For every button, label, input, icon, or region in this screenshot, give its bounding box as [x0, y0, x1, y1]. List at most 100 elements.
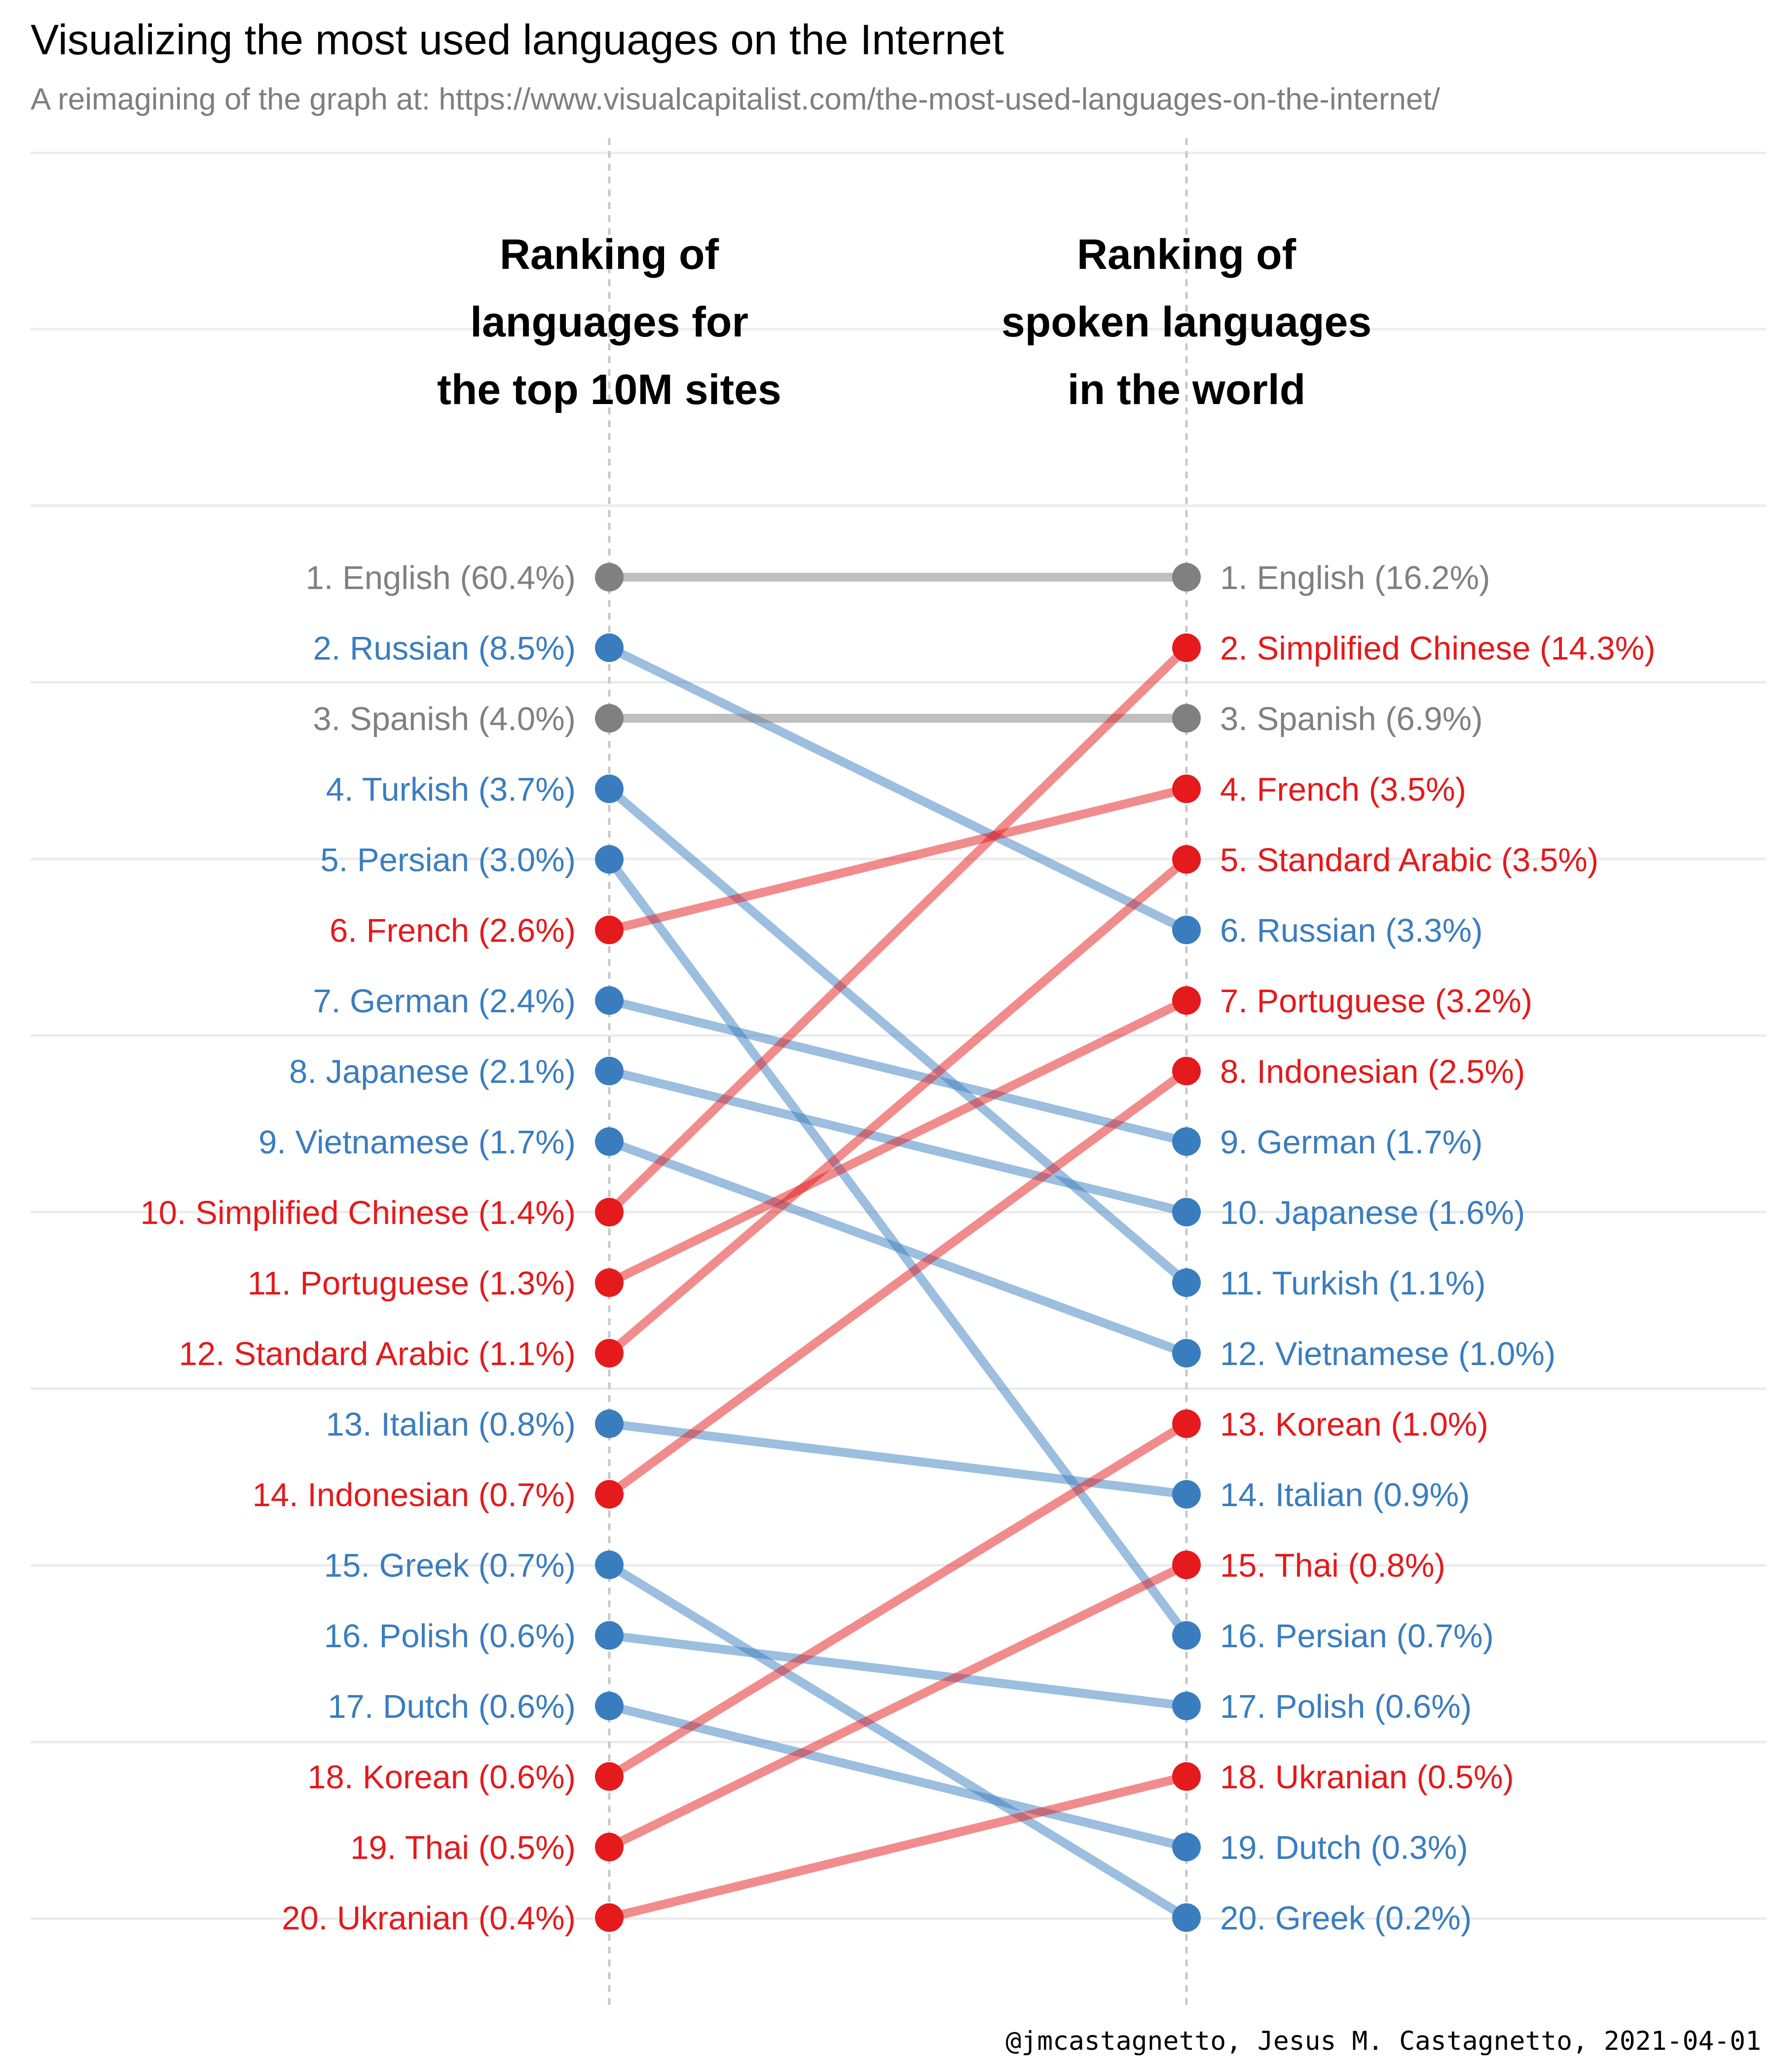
left-label-simplified-chinese: 10. Simplified Chinese (1.4%) — [140, 1194, 576, 1231]
right-point-ukranian — [1172, 1762, 1201, 1791]
right-point-polish — [1172, 1692, 1201, 1720]
right-point-english — [1172, 563, 1201, 592]
right-label-portuguese: 7. Portuguese (3.2%) — [1220, 983, 1532, 1020]
left-point-indonesian — [595, 1480, 624, 1509]
left-label-indonesian: 14. Indonesian (0.7%) — [252, 1477, 576, 1514]
right-point-italian — [1172, 1480, 1201, 1509]
left-label-english: 1. English (60.4%) — [306, 559, 576, 596]
left-point-german — [595, 986, 624, 1015]
right-point-thai — [1172, 1551, 1201, 1579]
right-label-russian: 6. Russian (3.3%) — [1220, 912, 1483, 949]
right-point-spanish — [1172, 704, 1201, 733]
right-point-russian — [1172, 916, 1201, 944]
slope-line-korean — [607, 1420, 1189, 1780]
right-label-turkish: 11. Turkish (1.1%) — [1220, 1265, 1486, 1302]
right-point-indonesian — [1172, 1057, 1201, 1085]
right-label-ukranian: 18. Ukranian (0.5%) — [1220, 1759, 1514, 1796]
right-label-korean: 13. Korean (1.0%) — [1220, 1406, 1488, 1443]
left-label-vietnamese: 9. Vietnamese (1.7%) — [259, 1124, 576, 1161]
left-point-french — [595, 916, 624, 944]
rank-labels: 1. English (60.4%) 2. Russian (8.5%) 3. Sp… — [140, 559, 1655, 1937]
right-label-english: 1. English (16.2%) — [1220, 559, 1490, 596]
slope-line-french — [608, 784, 1188, 934]
left-point-dutch — [595, 1692, 624, 1720]
left-label-portuguese: 11. Portuguese (1.3%) — [248, 1265, 576, 1302]
left-label-thai: 19. Thai (0.5%) — [350, 1829, 576, 1866]
rank-points — [595, 563, 1201, 1932]
left-label-russian: 2. Russian (8.5%) — [313, 630, 576, 667]
slope-line-dutch — [608, 1702, 1188, 1851]
slope-line-german — [608, 996, 1188, 1146]
left-point-ukranian — [595, 1903, 624, 1932]
left-point-italian — [595, 1409, 624, 1438]
slope-line-portuguese — [607, 996, 1188, 1287]
slope-line-ukranian — [608, 1772, 1188, 1922]
right-point-japanese — [1172, 1198, 1201, 1226]
right-label-german: 9. German (1.7%) — [1220, 1124, 1482, 1161]
left-label-italian: 13. Italian (0.8%) — [326, 1406, 576, 1443]
slope-line-polish — [608, 1631, 1187, 1710]
right-point-german — [1172, 1127, 1201, 1156]
left-point-english — [595, 563, 624, 592]
right-column-header-line-2: spoken languages — [1001, 298, 1371, 346]
slope-line-vietnamese — [607, 1137, 1188, 1358]
left-point-thai — [595, 1833, 624, 1861]
right-column-header-line-1: Ranking of — [1077, 231, 1296, 278]
left-point-turkish — [595, 775, 624, 803]
left-label-polish: 16. Polish (0.6%) — [324, 1618, 576, 1655]
right-label-vietnamese: 12. Vietnamese (1.0%) — [1220, 1335, 1555, 1372]
left-label-german: 7. German (2.4%) — [313, 983, 576, 1020]
right-label-thai: 15. Thai (0.8%) — [1220, 1547, 1445, 1584]
left-label-dutch: 17. Dutch (0.6%) — [328, 1688, 576, 1725]
right-label-standard-arabic: 5. Standard Arabic (3.5%) — [1220, 842, 1598, 879]
right-point-vietnamese — [1172, 1339, 1201, 1368]
right-point-standard-arabic — [1172, 845, 1201, 874]
left-label-japanese: 8. Japanese (2.1%) — [289, 1053, 576, 1090]
right-point-dutch — [1172, 1833, 1201, 1861]
chart-title: Visualizing the most used languages on t… — [31, 16, 1004, 64]
slope-line-greek — [607, 1561, 1189, 1922]
slope-line-indonesian — [606, 1067, 1189, 1498]
right-label-persian: 16. Persian (0.7%) — [1220, 1618, 1494, 1655]
left-point-standard-arabic — [595, 1339, 624, 1368]
right-point-greek — [1172, 1903, 1201, 1932]
left-label-spanish: 3. Spanish (4.0%) — [313, 701, 576, 738]
right-label-simplified-chinese: 2. Simplified Chinese (14.3%) — [1220, 630, 1656, 667]
left-point-greek — [595, 1551, 624, 1579]
left-point-korean — [595, 1762, 624, 1791]
left-point-simplified-chinese — [595, 1198, 624, 1226]
right-point-turkish — [1172, 1268, 1201, 1297]
right-label-indonesian: 8. Indonesian (2.5%) — [1220, 1053, 1525, 1090]
left-point-persian — [595, 845, 624, 874]
left-label-french: 6. French (2.6%) — [330, 912, 576, 949]
left-label-greek: 15. Greek (0.7%) — [324, 1547, 576, 1584]
left-label-persian: 5. Persian (3.0%) — [320, 842, 576, 879]
left-label-standard-arabic: 12. Standard Arabic (1.1%) — [179, 1335, 576, 1372]
left-column-header-line-2: languages for — [470, 298, 748, 346]
slope-line-simplified-chinese — [606, 644, 1190, 1216]
slope-line-turkish — [606, 785, 1189, 1286]
right-label-polish: 17. Polish (0.6%) — [1220, 1688, 1472, 1725]
left-point-vietnamese — [595, 1127, 624, 1156]
slope-line-thai — [607, 1560, 1188, 1851]
right-label-greek: 20. Greek (0.2%) — [1220, 1900, 1472, 1937]
left-point-spanish — [595, 704, 624, 733]
slope-line-russian — [607, 643, 1188, 934]
right-point-simplified-chinese — [1172, 633, 1201, 662]
left-point-polish — [595, 1621, 624, 1650]
left-label-ukranian: 20. Ukranian (0.4%) — [282, 1900, 576, 1937]
right-label-japanese: 10. Japanese (1.6%) — [1220, 1194, 1525, 1231]
left-point-portuguese — [595, 1268, 624, 1297]
right-label-dutch: 19. Dutch (0.3%) — [1220, 1829, 1468, 1866]
right-label-french: 4. French (3.5%) — [1220, 771, 1466, 808]
left-label-turkish: 4. Turkish (3.7%) — [326, 771, 576, 808]
left-point-japanese — [595, 1057, 624, 1085]
right-column-header-line-3: in the world — [1068, 366, 1306, 413]
chart-subtitle: A reimagining of the graph at: https://w… — [31, 82, 1441, 116]
right-label-italian: 14. Italian (0.9%) — [1220, 1477, 1470, 1514]
right-point-korean — [1172, 1409, 1201, 1438]
right-point-persian — [1172, 1621, 1201, 1650]
left-column-header-line-1: Ranking of — [500, 231, 719, 278]
slope-line-standard-arabic — [606, 856, 1189, 1357]
